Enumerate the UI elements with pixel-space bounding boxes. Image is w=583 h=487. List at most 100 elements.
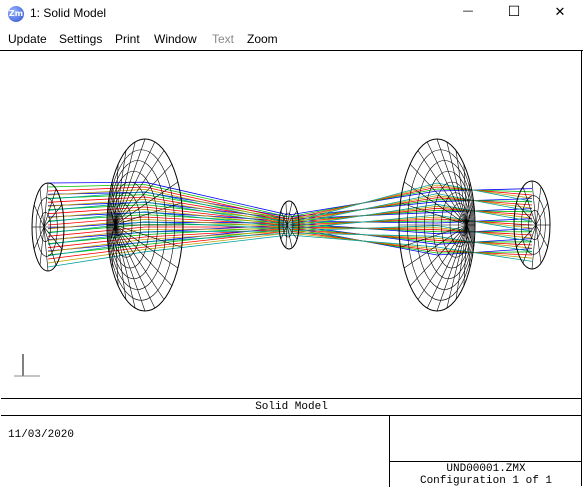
lens-spoke (114, 202, 182, 226)
lens-spoke (455, 224, 468, 300)
lens-spoke (39, 188, 45, 228)
plot-date: 11/03/2020 (8, 429, 75, 441)
plot-canvas[interactable]: Solid Model 11/03/2020 UND00001.ZMX Conf… (0, 50, 583, 487)
configuration-label: Configuration 1 of 1 (419, 475, 553, 487)
lens-spoke (286, 210, 298, 226)
lens-file-name: UND00001.ZMX (446, 463, 526, 475)
menu-settings[interactable]: Settings (59, 32, 103, 46)
lens-spoke (535, 224, 542, 264)
lens-spoke (400, 224, 468, 248)
lens-spoke (43, 204, 63, 228)
lens-right-large (398, 138, 476, 312)
lens-spoke (111, 181, 116, 226)
lens-spoke (531, 224, 537, 270)
menu-bar: Update Settings Print Window Text Zoom (0, 28, 583, 50)
lens-spoke (43, 226, 49, 272)
lens-spoke (43, 188, 57, 228)
lens-spoke (426, 224, 468, 309)
lens-spoke (114, 164, 119, 226)
window-title: 1: Solid Model (30, 6, 107, 20)
lens-right-small (513, 180, 551, 270)
lens-spoke (466, 202, 474, 226)
lens-spoke (400, 202, 468, 226)
lens-spoke (463, 224, 468, 286)
lens-spoke (108, 202, 116, 226)
lens-spoke (417, 150, 468, 226)
maximize-icon: ☐ (507, 4, 521, 20)
lens-spoke (285, 202, 288, 226)
plot-title: Solid Model (255, 401, 328, 413)
close-icon: ✕ (554, 5, 566, 20)
lens-spoke (114, 141, 136, 226)
lens-spoke (436, 224, 468, 312)
lens-spoke (426, 141, 468, 226)
lens-spoke (114, 150, 165, 226)
lens-spoke (280, 224, 288, 240)
lens-spoke (114, 224, 173, 287)
lens-spoke (114, 224, 179, 269)
lens-spoke (417, 224, 468, 300)
lens-spoke (114, 224, 182, 248)
solid-model-drawing (14, 138, 551, 377)
lens-spoke (522, 186, 537, 226)
lens-spoke (114, 224, 146, 312)
lens-spoke (403, 224, 468, 269)
lens-spoke (114, 163, 173, 226)
minimize-button[interactable]: — (445, 0, 491, 28)
aperture-stop (278, 200, 300, 250)
lens-spoke (531, 180, 537, 226)
lens-spoke (516, 202, 537, 226)
lens-spoke (114, 224, 119, 286)
lens-spoke (43, 226, 57, 266)
lens-left-small (31, 182, 65, 272)
lens-spoke (436, 138, 468, 226)
menu-window[interactable]: Window (154, 32, 197, 46)
lens-spoke (285, 224, 288, 248)
lens-spoke (409, 163, 468, 226)
lens-spoke (114, 224, 127, 300)
lens-spoke (286, 224, 293, 248)
lens-spoke (522, 224, 537, 264)
divider (389, 461, 582, 462)
lens-spoke (43, 182, 49, 228)
lens-spoke (111, 224, 116, 269)
lens-spoke (535, 202, 548, 226)
lens-spoke (33, 226, 45, 250)
lens-spoke (455, 150, 468, 226)
menu-zoom[interactable]: Zoom (247, 32, 278, 46)
axis-indicator-icon (14, 354, 40, 377)
lens-spoke (39, 226, 45, 266)
maximize-button[interactable]: ☐ (491, 0, 537, 28)
menu-update[interactable]: Update (8, 32, 47, 46)
menu-print[interactable]: Print (115, 32, 140, 46)
minimize-icon: — (462, 4, 474, 17)
lens-spoke (466, 224, 471, 269)
lens-elements (31, 138, 551, 312)
lens-spoke (43, 226, 63, 250)
divider (389, 415, 390, 487)
lens-spoke (114, 224, 136, 309)
lens-spoke (403, 181, 468, 226)
lens-spoke (466, 181, 471, 226)
lens-spoke (114, 141, 156, 226)
lens-spoke (466, 224, 474, 248)
window-border (581, 50, 582, 486)
lens-spoke (286, 202, 293, 226)
divider (1, 415, 582, 416)
lens-spoke (33, 204, 45, 228)
zemax-app-icon[interactable]: Zm (8, 6, 24, 22)
lens-spoke (463, 164, 468, 226)
lens-spoke (114, 181, 179, 226)
lens-spoke (409, 224, 468, 287)
lens-spoke (114, 224, 165, 300)
lens-spoke (446, 224, 468, 309)
lens-spoke (535, 224, 548, 248)
plot-frame: Solid Model 11/03/2020 UND00001.ZMX Conf… (1, 398, 582, 487)
lens-spoke (286, 224, 298, 240)
close-button[interactable]: ✕ (537, 0, 583, 28)
lens-spoke (446, 141, 468, 226)
lens-spoke (114, 138, 146, 226)
lens-spoke (280, 210, 288, 226)
menu-text: Text (212, 32, 235, 46)
title-bar: Zm 1: Solid Model — ☐ ✕ (0, 0, 583, 28)
